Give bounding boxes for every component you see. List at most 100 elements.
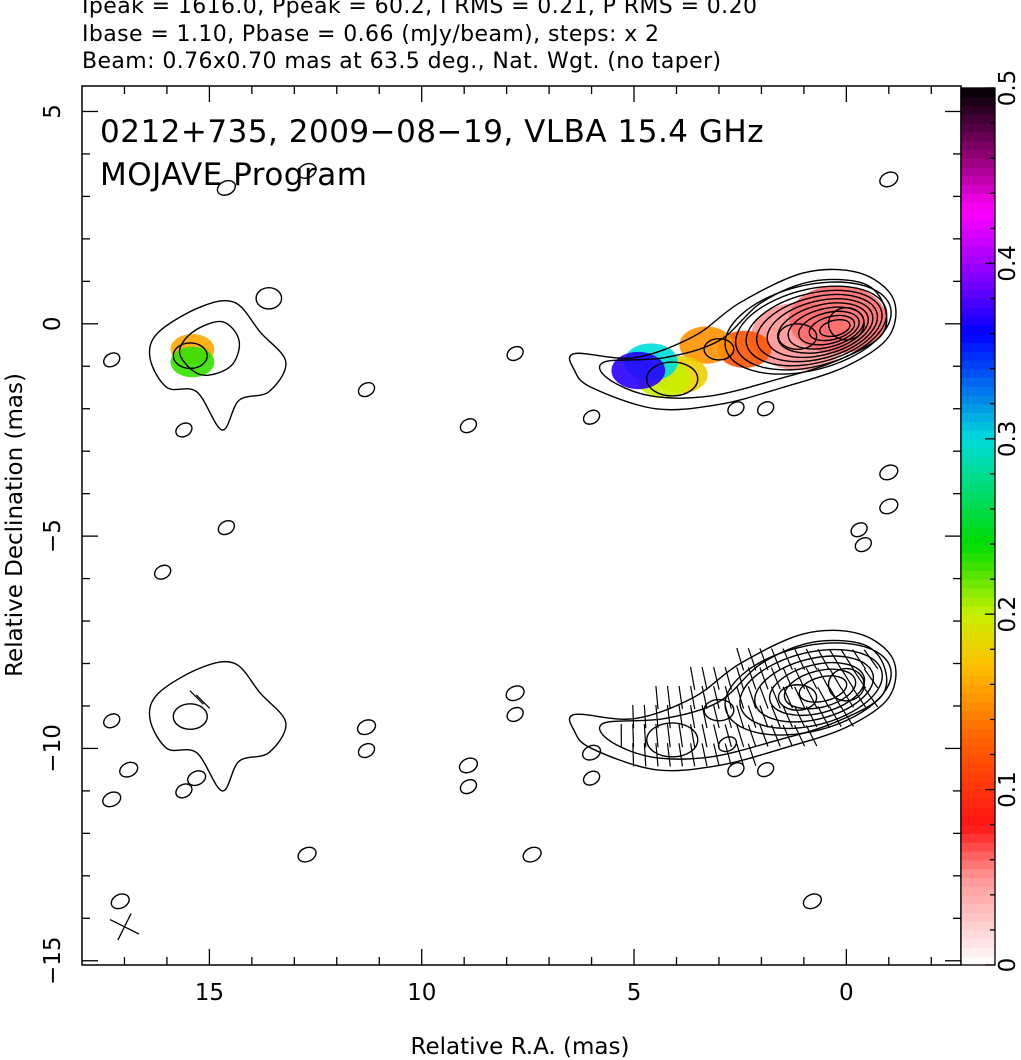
core-knot-contour — [777, 684, 818, 711]
noise-contour — [459, 778, 478, 795]
annotation-program: MOJAVE Program — [100, 157, 367, 193]
colorbar-segment — [961, 570, 995, 580]
polarization-vector — [736, 647, 745, 671]
polarization-vector — [759, 667, 769, 690]
polarization-vector — [782, 648, 793, 671]
polarization-vector — [770, 705, 781, 728]
colorbar-segment — [961, 131, 995, 142]
colorbar-segment — [961, 710, 995, 721]
polarization-vector — [666, 743, 671, 767]
polarization-vector — [701, 705, 708, 729]
polarization-vector — [701, 724, 708, 748]
polarization-vector — [852, 668, 867, 689]
colorbar-segment — [961, 96, 995, 107]
jet-knot-contour — [646, 722, 699, 758]
beam-minor-axis — [117, 913, 132, 941]
noise-contour — [879, 498, 899, 515]
colorbar-segment — [961, 298, 995, 308]
diffuse-contour — [178, 320, 241, 376]
colorbar-segment — [961, 719, 995, 729]
polarization-vector — [794, 667, 806, 690]
polarization-vector — [189, 690, 204, 705]
colorbar-segment — [961, 754, 995, 764]
polarization-vector — [666, 724, 671, 748]
colorbar-segment — [961, 394, 995, 405]
colorbar-tick-label: 0.4 — [995, 245, 1021, 282]
polarization-vector — [713, 705, 720, 729]
colorbar-segment — [961, 465, 995, 475]
noise-contour — [522, 846, 542, 863]
colorbar-segment — [961, 430, 995, 440]
polarization-vector — [759, 686, 769, 709]
colorbar-segment — [961, 842, 995, 852]
polarization-vector — [689, 685, 696, 710]
polarization-vector — [701, 666, 708, 690]
y-axis-ticks: 5 0 −5 −10 −15 — [40, 104, 961, 985]
colorbar-segment — [961, 745, 995, 756]
colorbar-segment — [961, 833, 995, 843]
colorbar-segment — [961, 614, 995, 624]
noise-contour — [717, 736, 738, 753]
x-tick-label: 15 — [195, 980, 224, 1006]
y-tick-label: −15 — [40, 936, 66, 985]
noise-contour — [459, 418, 478, 434]
y-tick-label: −10 — [40, 724, 66, 773]
polarization-vector — [770, 648, 781, 671]
colorbar-segment — [961, 938, 995, 949]
colorbar-segment — [961, 237, 995, 247]
colorbar-segment — [961, 105, 995, 115]
polarization-vector — [863, 687, 879, 708]
colorbar-segment — [961, 245, 995, 256]
core-contour — [766, 298, 874, 359]
polarization-vector — [805, 686, 818, 709]
colorbar-segment — [961, 500, 995, 510]
polarization-vector — [794, 705, 806, 728]
polarization-vector — [724, 743, 732, 767]
polarization-vector — [840, 668, 854, 689]
colorbar-segment — [961, 272, 995, 282]
core-knot-contour — [777, 323, 818, 350]
polarization-vector — [863, 668, 879, 689]
colorbar-segment — [961, 316, 995, 326]
colorbar-segment — [961, 263, 995, 273]
polarization-vector — [817, 706, 830, 728]
colorbar-segment — [961, 693, 995, 703]
colorbar-segment — [961, 789, 995, 799]
core-contour — [724, 281, 892, 375]
colorbar-segment — [961, 640, 995, 650]
colorbar-segment — [961, 886, 995, 896]
polarization-vector — [701, 743, 708, 767]
beam-cross-icon — [109, 913, 140, 941]
colorbar-segment — [961, 596, 995, 607]
jet-contour — [568, 268, 897, 411]
colorbar-segment — [961, 877, 995, 887]
annotation-source: 0212+735, 2009−08−19, VLBA 15.4 GHz — [100, 114, 764, 150]
polarization-vector — [678, 704, 684, 729]
noise-contour — [297, 162, 317, 179]
colorbar-segment — [961, 736, 995, 747]
core-contour — [798, 310, 860, 346]
polarization-vector — [782, 667, 793, 690]
colorbar-segment — [961, 377, 995, 387]
x-tick-label: 10 — [407, 980, 436, 1006]
noise-contour — [458, 757, 479, 774]
core-contour — [755, 293, 879, 363]
jet-knot-contour — [646, 361, 699, 397]
colorbar-segment — [961, 508, 995, 519]
colorbar-segment — [961, 438, 995, 449]
polarization-vector — [747, 743, 757, 767]
polarization-vector — [828, 648, 842, 670]
polarization-vector — [782, 705, 793, 728]
colorbar-tick-label: 0.2 — [995, 596, 1021, 633]
colorbar-segment — [961, 859, 995, 870]
polarization-vector — [643, 724, 647, 748]
polarization-vector — [724, 724, 732, 748]
colorbar-segment — [961, 947, 995, 957]
polarization-vector — [759, 705, 769, 728]
noise-contour — [506, 706, 524, 723]
colorbar-frame — [960, 87, 996, 966]
colorbar-segment — [961, 894, 995, 905]
core-contour — [783, 668, 857, 710]
y-tick-label: −5 — [40, 519, 66, 553]
